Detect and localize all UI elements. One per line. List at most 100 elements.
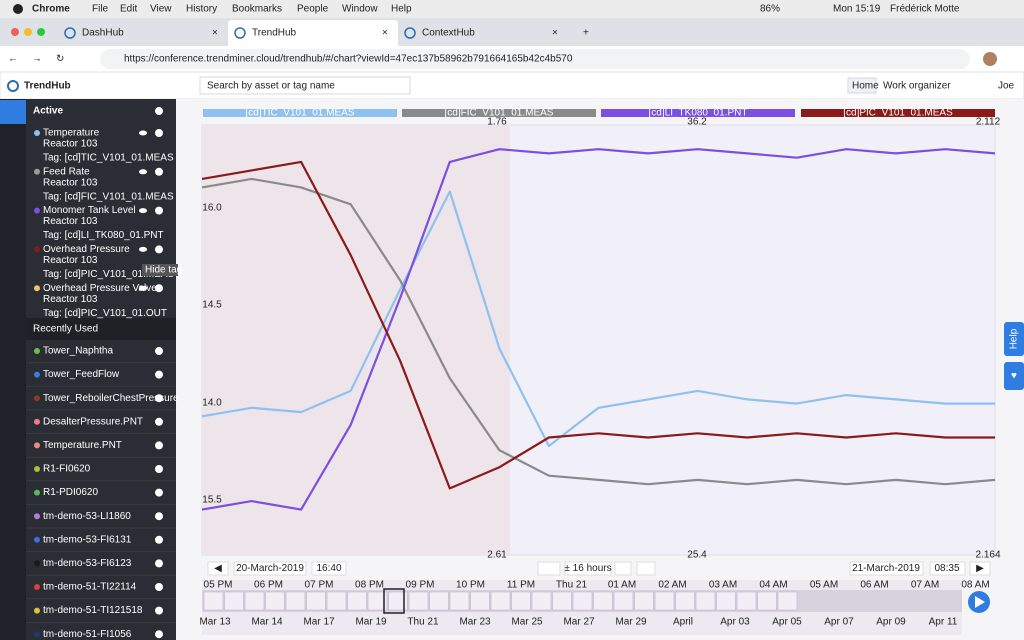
recent-tag[interactable]: Tower_FeedFlow bbox=[43, 369, 120, 380]
timeline-label: 03 AM bbox=[709, 580, 737, 591]
visibility-toggle[interactable] bbox=[139, 285, 147, 291]
new-tab[interactable]: + bbox=[583, 28, 589, 39]
zoom-button[interactable] bbox=[537, 561, 561, 576]
visibility-toggle[interactable] bbox=[139, 246, 147, 252]
header-user[interactable]: Joe bbox=[998, 81, 1015, 92]
tab-close[interactable]: × bbox=[382, 28, 388, 39]
recent-tag[interactable]: Tower_ReboilerChestPressure bbox=[43, 393, 179, 404]
nav-work-organizer[interactable]: Work organizer bbox=[883, 81, 951, 92]
add-icon[interactable] bbox=[155, 559, 163, 568]
menu-item[interactable]: Bookmarks bbox=[232, 4, 282, 15]
menu-item[interactable]: People bbox=[297, 4, 329, 15]
visibility-toggle[interactable] bbox=[139, 208, 147, 214]
reload[interactable]: ↻ bbox=[56, 54, 64, 65]
zoom-button[interactable] bbox=[37, 28, 45, 36]
timeline-thumbnail bbox=[244, 591, 265, 611]
tab-close[interactable]: × bbox=[552, 28, 558, 39]
prev-button[interactable] bbox=[207, 561, 229, 576]
end-time-box[interactable] bbox=[929, 561, 966, 576]
forward[interactable]: → bbox=[32, 54, 42, 65]
apple-icon[interactable] bbox=[13, 4, 23, 14]
profile-avatar[interactable] bbox=[983, 52, 997, 66]
add-icon[interactable] bbox=[155, 465, 163, 473]
recent-tag[interactable]: DesalterPressure.PNT bbox=[43, 416, 143, 427]
recent-tag[interactable]: tm-demo-53-FI6131 bbox=[43, 534, 132, 545]
add-icon[interactable] bbox=[155, 535, 163, 544]
menu-item[interactable]: Help bbox=[391, 4, 412, 15]
timeline-label: 05 PM bbox=[204, 580, 233, 591]
menu-item[interactable]: History bbox=[186, 4, 217, 15]
tab-title[interactable]: TrendHub bbox=[252, 28, 297, 39]
add-icon[interactable] bbox=[155, 347, 163, 355]
recent-tag[interactable]: R1-PDI0620 bbox=[43, 487, 98, 498]
rail-active-icon[interactable] bbox=[0, 100, 26, 124]
recent-tag[interactable]: tm-demo-51-FI1056 bbox=[43, 629, 132, 640]
recent-tag[interactable]: tm-demo-51-TI121518 bbox=[43, 605, 143, 616]
menu-item[interactable]: Window bbox=[342, 4, 378, 15]
recent-tag[interactable]: Tower_Naphtha bbox=[43, 346, 113, 357]
search-box[interactable] bbox=[199, 76, 411, 95]
timeline-window[interactable] bbox=[383, 588, 405, 614]
remove-icon[interactable] bbox=[155, 284, 163, 293]
omnibox[interactable] bbox=[100, 49, 970, 69]
active-tab[interactable] bbox=[228, 20, 398, 46]
timeline-label: Apr 03 bbox=[720, 617, 750, 628]
tab-title[interactable]: DashHub bbox=[82, 28, 124, 39]
recent-tag[interactable]: R1-FI0620 bbox=[43, 464, 91, 475]
add-icon[interactable] bbox=[155, 394, 163, 403]
back[interactable]: ← bbox=[8, 54, 18, 65]
help-tab[interactable] bbox=[1004, 322, 1024, 356]
add-icon[interactable] bbox=[155, 441, 163, 450]
menu-item[interactable]: Edit bbox=[120, 4, 137, 15]
add-icon[interactable] bbox=[155, 512, 163, 521]
favorite-tab[interactable] bbox=[1004, 362, 1024, 390]
recent-tag[interactable]: tm-demo-53-LI1860 bbox=[43, 511, 131, 522]
menu-bar bbox=[0, 0, 1024, 18]
add-icon[interactable] bbox=[155, 370, 163, 379]
tag-color-dot bbox=[34, 418, 40, 425]
logo-icon bbox=[7, 80, 19, 92]
battery: 86% bbox=[760, 4, 780, 15]
menu-item[interactable]: File bbox=[92, 4, 109, 15]
tag-header-bar[interactable] bbox=[601, 109, 795, 117]
recent-tag[interactable]: Temperature.PNT bbox=[43, 440, 122, 451]
add-icon[interactable] bbox=[155, 583, 163, 591]
visibility-toggle[interactable] bbox=[139, 169, 147, 175]
span-box[interactable] bbox=[564, 561, 612, 576]
remove-icon[interactable] bbox=[155, 129, 163, 137]
start-time-box[interactable] bbox=[311, 561, 347, 576]
home-button[interactable] bbox=[847, 77, 877, 94]
timeline-thumbnail bbox=[490, 591, 511, 611]
timeline-thumbnail bbox=[367, 591, 388, 611]
help-label: Help bbox=[1009, 328, 1020, 349]
tab-icon bbox=[64, 27, 76, 39]
menu-item[interactable]: View bbox=[150, 4, 172, 15]
close-button[interactable] bbox=[11, 28, 19, 36]
recent-tag[interactable]: tm-demo-53-FI6123 bbox=[43, 558, 132, 569]
download-button[interactable] bbox=[636, 561, 656, 576]
add-icon[interactable] bbox=[155, 417, 163, 426]
remove-icon[interactable] bbox=[155, 245, 163, 254]
tag-id: Tag: [cd]TIC_V101_01.MEAS bbox=[43, 153, 174, 164]
start-date-box[interactable] bbox=[233, 561, 307, 576]
timeline-thumbnail bbox=[695, 591, 716, 611]
tab-close[interactable]: × bbox=[212, 28, 218, 39]
minimize-button[interactable] bbox=[24, 28, 32, 36]
add-icon[interactable] bbox=[155, 630, 163, 639]
nav-home[interactable]: Home bbox=[852, 81, 879, 92]
tag-header-bar[interactable] bbox=[402, 109, 596, 117]
tab-title[interactable]: ContextHub bbox=[422, 28, 475, 39]
tag-header-bar[interactable] bbox=[801, 109, 995, 117]
next-button[interactable] bbox=[969, 561, 991, 576]
recent-tag[interactable]: tm-demo-51-TI22114 bbox=[43, 582, 137, 593]
add-icon[interactable] bbox=[155, 107, 163, 115]
lock-button[interactable] bbox=[614, 561, 632, 576]
tag-header-bar[interactable] bbox=[203, 109, 397, 117]
timeline-label: Mar 19 bbox=[355, 617, 387, 628]
add-icon[interactable] bbox=[155, 606, 163, 615]
remove-icon[interactable] bbox=[155, 206, 163, 215]
add-icon[interactable] bbox=[155, 488, 163, 497]
end-date-box[interactable] bbox=[849, 561, 924, 576]
remove-icon[interactable] bbox=[155, 167, 163, 176]
visibility-toggle[interactable] bbox=[139, 130, 147, 136]
